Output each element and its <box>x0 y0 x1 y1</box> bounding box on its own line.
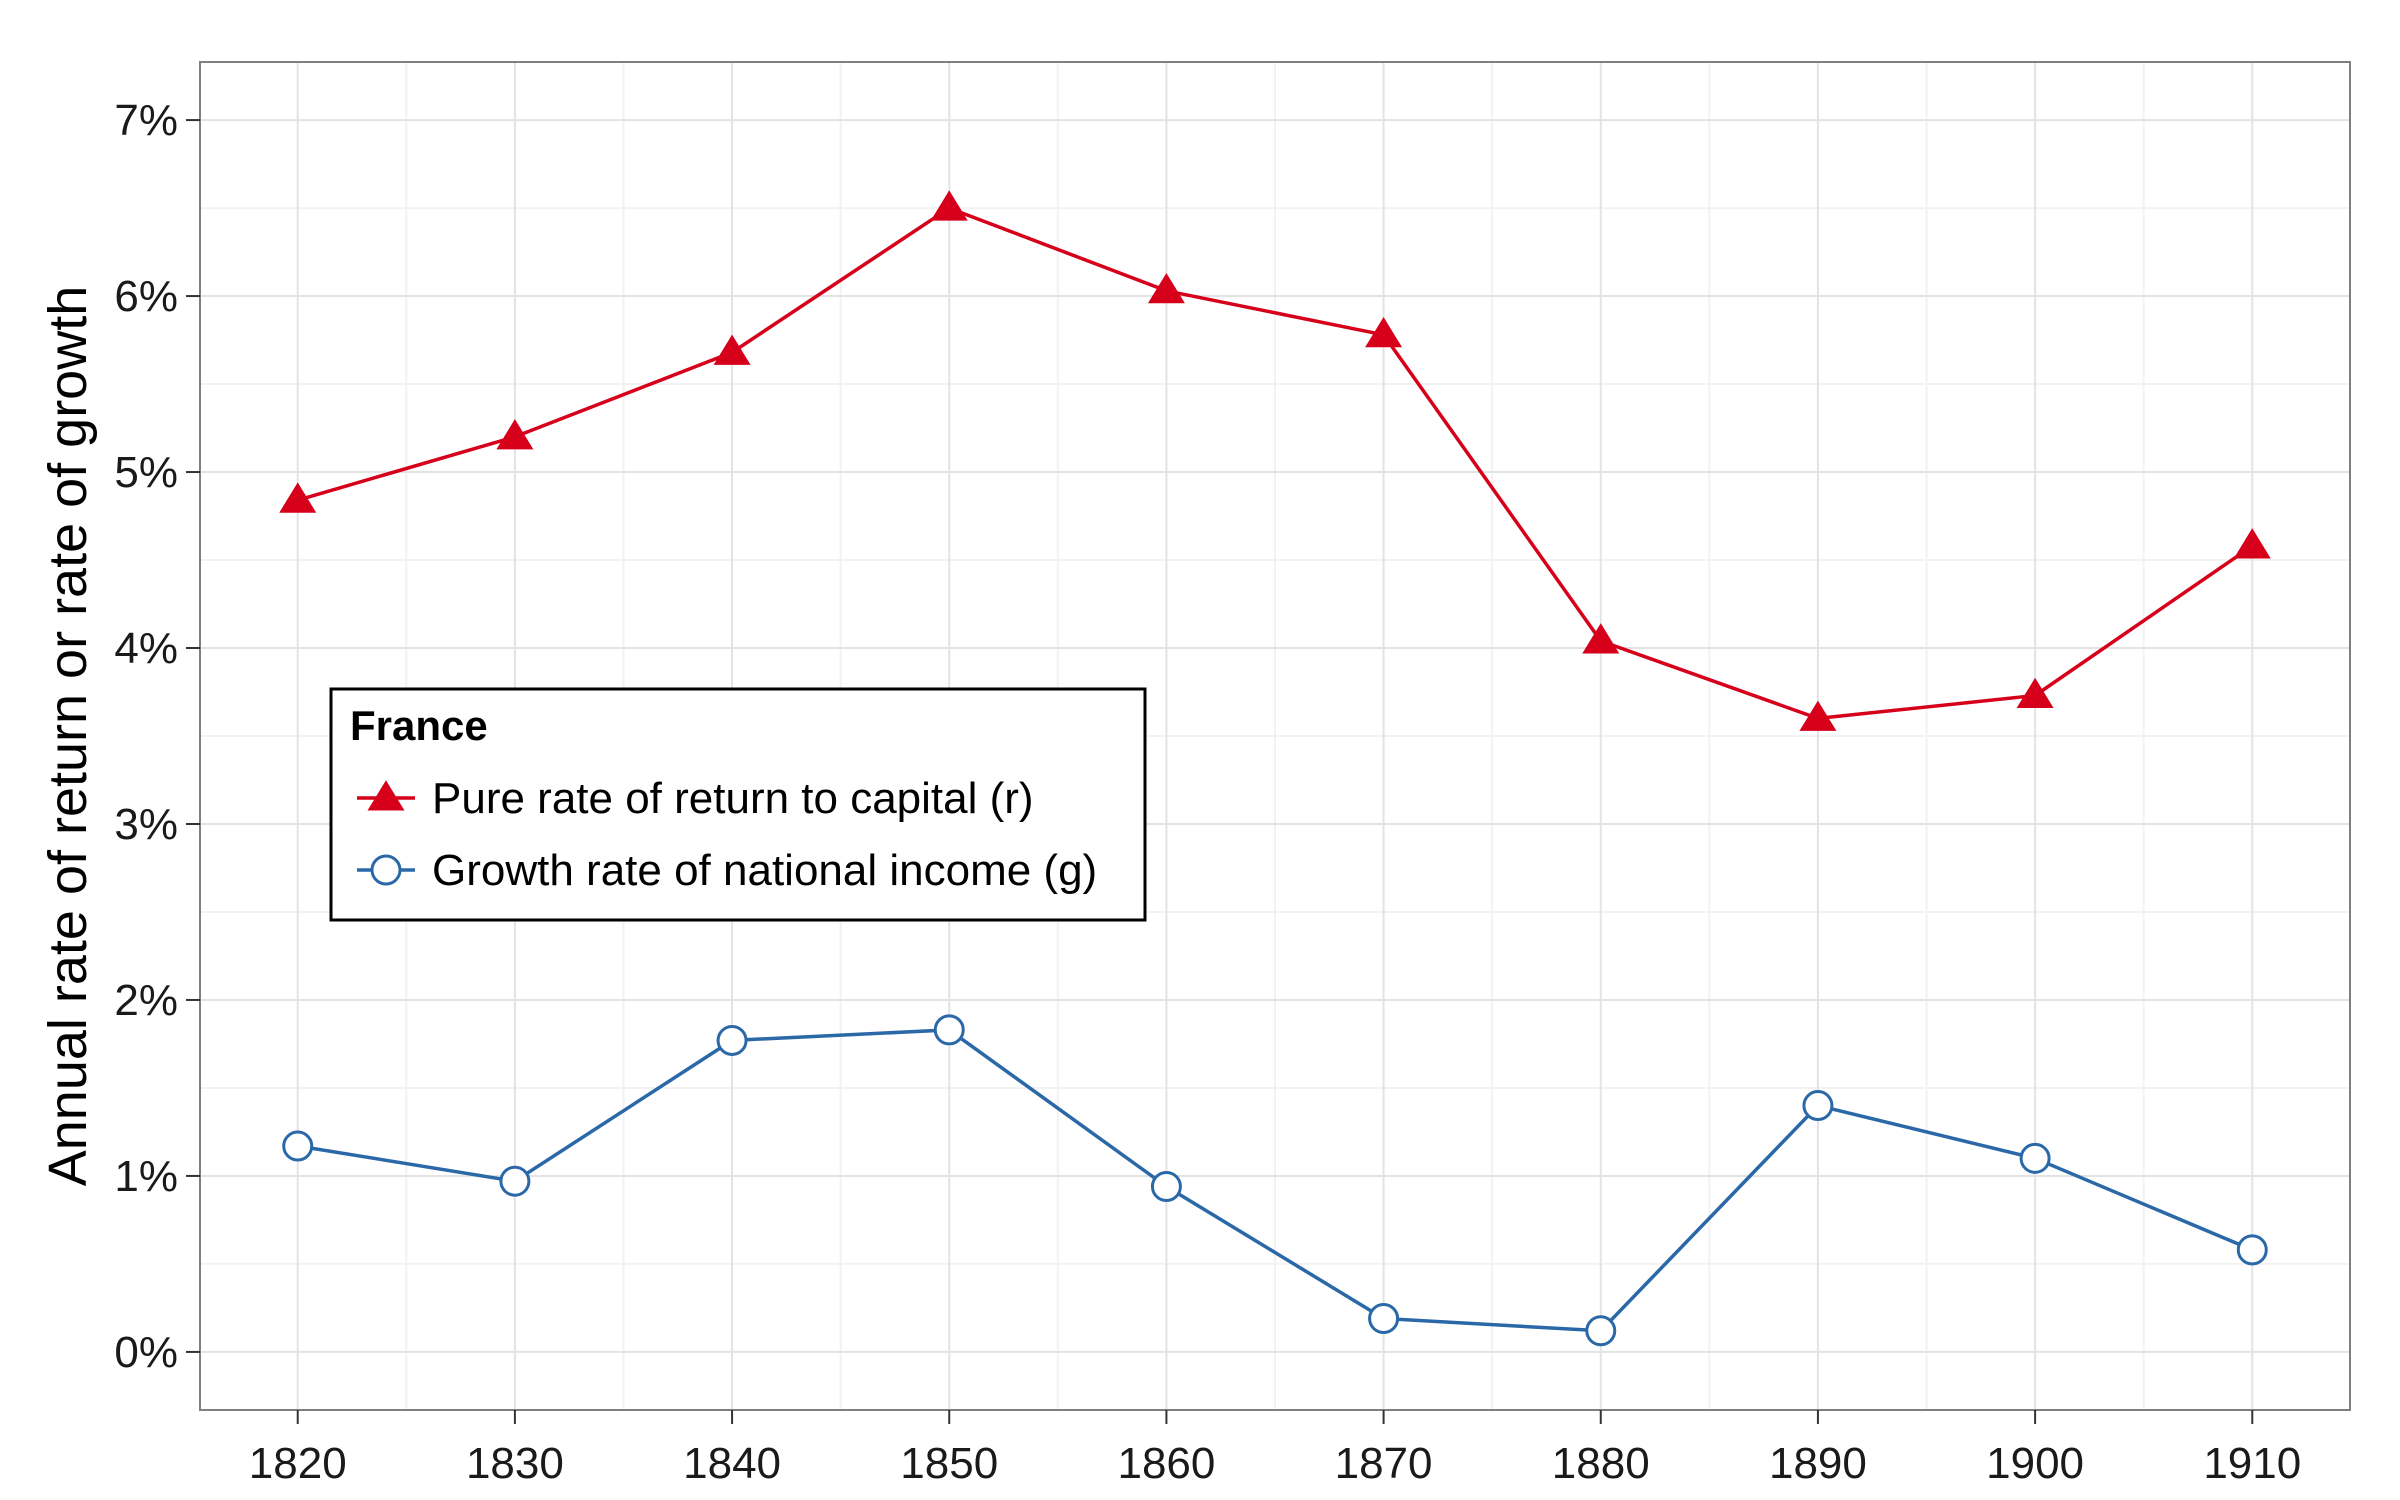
series-2-point <box>1802 1090 1834 1122</box>
series-2-point <box>282 1130 314 1162</box>
x-tick-label: 1910 <box>2203 1439 2301 1488</box>
series-1-point <box>2233 528 2271 559</box>
x-tick-label: 1820 <box>249 1439 347 1488</box>
x-tick-label: 1890 <box>1769 1439 1867 1488</box>
legend-item-triangle-marker <box>367 780 405 811</box>
series-1-point <box>279 482 317 513</box>
series-1-point <box>1147 273 1185 304</box>
y-tick-label: 4% <box>114 624 178 673</box>
series-1 <box>279 190 2271 731</box>
x-tick-label: 1870 <box>1335 1439 1433 1488</box>
legend-title: France <box>350 702 488 749</box>
legend-item-1: Pure rate of return to capital (r) <box>357 774 1034 823</box>
legend-item-circle-marker <box>370 854 402 886</box>
legend-items: Pure rate of return to capital (r) Growth… <box>357 774 1097 895</box>
series-2-point <box>2236 1234 2268 1266</box>
legend: France Pure rate of return to capital (r… <box>329 687 1147 922</box>
y-tick-label: 6% <box>114 272 178 321</box>
x-tick-label: 1850 <box>900 1439 998 1488</box>
y-tick-label: 3% <box>114 800 178 849</box>
series-2 <box>282 1014 2268 1347</box>
y-tick-label: 1% <box>114 1152 178 1201</box>
x-tick-label: 1830 <box>466 1439 564 1488</box>
y-tick-label: 5% <box>114 448 178 497</box>
series-2-line <box>297 1028 2253 1333</box>
series-2-point <box>1585 1315 1617 1347</box>
series-1-point <box>1582 623 1620 654</box>
series-1-point <box>1365 317 1403 348</box>
series-1-point <box>930 190 968 221</box>
x-tick-label: 1860 <box>1117 1439 1215 1488</box>
series-1-point <box>496 419 534 450</box>
y-tick-label: 2% <box>114 976 178 1025</box>
series-2-point <box>1368 1302 1400 1334</box>
x-tick-label: 1900 <box>1986 1439 2084 1488</box>
grid <box>200 62 2350 1410</box>
y-axis-title: Annual rate of return or rate of growth <box>38 286 98 1187</box>
series-2-point <box>1150 1171 1182 1203</box>
series-1-point <box>2016 677 2054 709</box>
series-2-point <box>499 1165 531 1197</box>
x-tick-label: 1840 <box>683 1439 781 1488</box>
series-1-line <box>297 206 2254 721</box>
legend-item-label: Growth rate of national income (g) <box>432 846 1097 895</box>
plot-panel-border <box>199 61 2351 1411</box>
y-tick-label: 0% <box>114 1328 178 1377</box>
series-2-point <box>933 1014 965 1046</box>
series-layer <box>279 190 2271 1347</box>
legend-item-2: Growth rate of national income (g) <box>357 846 1097 895</box>
axes: 1820 1830 1840 1850 1860 1870 1880 1890 1900 1910… <box>114 96 2301 1488</box>
y-tick-label: 7% <box>114 96 178 145</box>
series-2-point <box>716 1024 748 1056</box>
series-1-point <box>713 334 751 365</box>
legend-item-label: Pure rate of return to capital (r) <box>432 774 1034 823</box>
x-tick-label: 1880 <box>1552 1439 1650 1488</box>
legend-box <box>329 687 1147 922</box>
series-2-point <box>2019 1142 2051 1174</box>
series-1-point <box>1799 700 1837 731</box>
